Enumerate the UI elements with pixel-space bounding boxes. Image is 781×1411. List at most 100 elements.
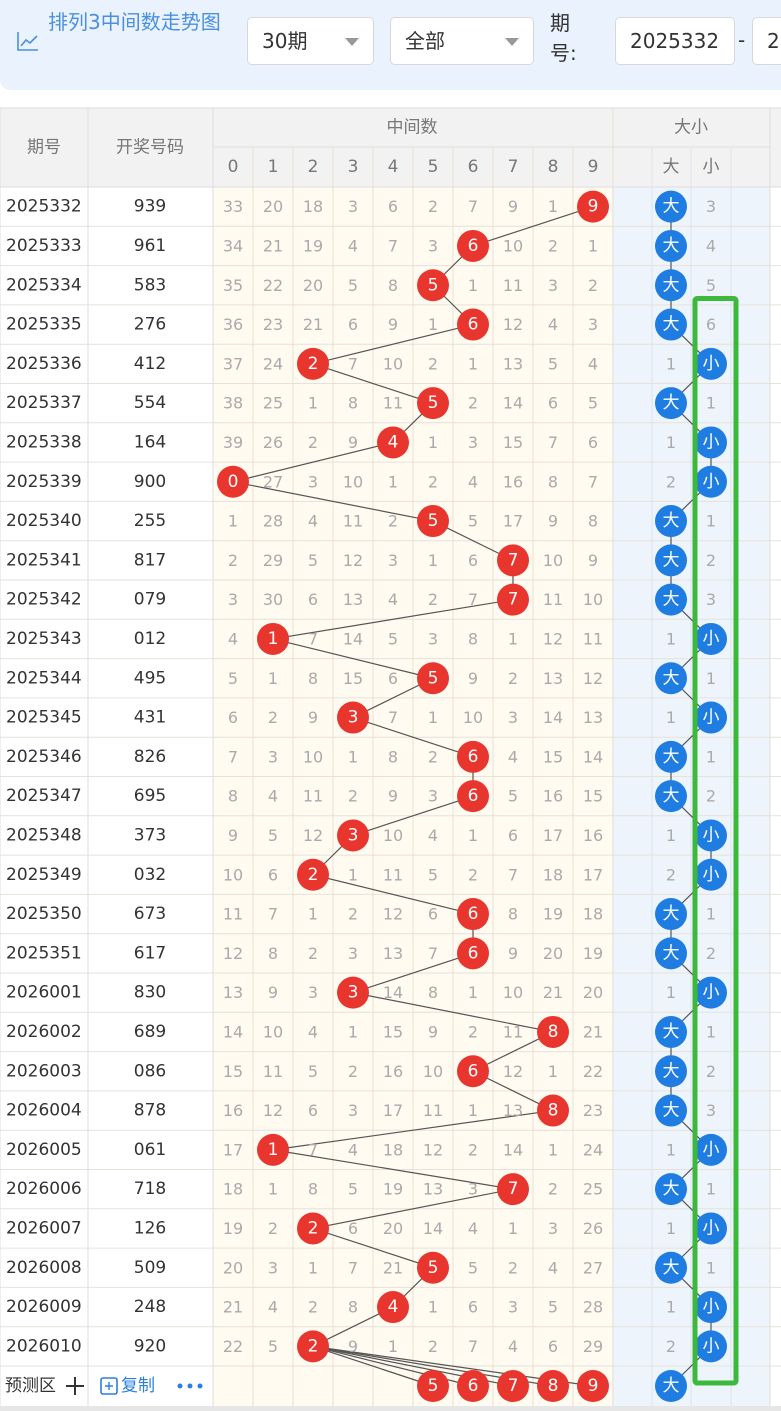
draw-number: 939 [134,197,166,217]
trend-line [312,1345,434,1387]
copy-button: 复制 [121,1376,155,1396]
mid-ball [457,308,489,341]
miss-count: 14 [543,708,563,727]
miss-count: 11 [583,629,603,648]
predict-ball-text: 7 [508,1376,519,1396]
miss-count: 6 [706,315,716,334]
miss-count: 5 [388,629,398,648]
draw-number: 817 [134,550,166,570]
miss-count: 20 [263,197,283,216]
miss-count: 2 [428,590,438,609]
miss-count: 4 [348,236,358,255]
mid-ball [297,858,329,891]
big-ball-text: 大 [663,668,680,688]
draw-number: 961 [134,236,166,256]
small-ball [695,1133,727,1166]
miss-count: 2 [308,1298,318,1317]
period: 2025349 [6,865,82,885]
miss-count: 3 [548,276,558,295]
input-text: 2 [767,29,780,53]
end-input[interactable]: 2 [752,17,781,65]
miss-count: 1 [666,433,676,452]
miss-count: 5 [308,1062,318,1081]
small-ball [695,426,727,459]
miss-count: 27 [583,1258,603,1277]
miss-count: 6 [548,394,558,413]
miss-count: 14 [583,747,603,766]
mid-ball-text: 6 [468,786,479,806]
miss-count: 5 [268,1337,278,1356]
miss-count: 1 [308,1258,318,1277]
miss-count: 8 [348,394,358,413]
miss-count: 37 [223,354,243,373]
predict-size-ball-text: 大 [663,1376,680,1396]
mid-ball [217,465,249,498]
miss-count: 9 [588,551,598,570]
mid-ball-text: 4 [388,1297,399,1317]
draw-number: 126 [134,1218,166,1238]
miss-count: 13 [543,669,563,688]
miss-count: 1 [308,394,318,413]
mid-ball-text: 0 [228,472,239,492]
miss-count: 1 [428,551,438,570]
big-ball [655,1094,687,1127]
predict-ball [497,1370,529,1402]
draw-number: 900 [134,472,166,492]
period: 2026004 [6,1101,82,1121]
miss-count: 26 [583,1219,603,1238]
small-ball [695,347,727,380]
mid-ball-text: 6 [468,904,479,924]
miss-count: 3 [428,236,438,255]
miss-count: 1 [666,629,676,648]
miss-count: 15 [343,669,363,688]
draw-number: 554 [134,393,166,413]
big-ball [655,229,687,262]
miss-count: 4 [268,787,278,806]
draw-number: 830 [134,983,166,1003]
mid-ball [417,505,449,538]
miss-count: 7 [468,590,478,609]
miss-count: 1 [348,747,358,766]
miss-count: 7 [588,472,598,491]
miss-count: 3 [268,1258,278,1277]
predict-ball [417,1370,449,1402]
miss-count: 20 [303,276,323,295]
miss-count: 20 [383,1219,403,1238]
miss-count: 2 [308,433,318,452]
mid-ball-text: 9 [588,197,599,217]
mid-ball [457,898,489,931]
period: 2026008 [6,1258,82,1278]
miss-count: 7 [308,629,318,648]
start-input[interactable]: 2025332 [615,17,735,65]
miss-count: 12 [343,551,363,570]
miss-count: 2 [666,472,676,491]
miss-count: 9 [348,1337,358,1356]
miss-count: 8 [588,512,598,531]
header-digit: 3 [348,157,359,177]
header-cell: 期号 [27,138,61,158]
period-select[interactable]: 30期 [247,17,374,65]
period: 2025332 [6,197,82,217]
predict-ball [457,1370,489,1402]
miss-count: 15 [383,1022,403,1041]
header-digit: 1 [268,157,279,177]
miss-count: 11 [383,865,403,884]
mid-ball [337,701,369,734]
miss-count: 3 [388,551,398,570]
miss-count: 6 [588,433,598,452]
predict-ball-text: 8 [548,1376,559,1396]
miss-count: 1 [428,708,438,727]
big-ball-text: 大 [663,197,680,217]
small-ball-text: 小 [703,472,720,492]
miss-count: 11 [303,787,323,806]
miss-count: 6 [308,590,318,609]
miss-count: 15 [543,747,563,766]
type-select[interactable]: 全部 [390,17,534,65]
miss-count: 8 [508,905,518,924]
miss-count: 2 [468,1140,478,1159]
header-cell: 大小 [674,118,708,138]
mid-ball-text: 6 [468,1061,479,1081]
miss-count: 34 [223,236,243,255]
big-ball [655,583,687,616]
